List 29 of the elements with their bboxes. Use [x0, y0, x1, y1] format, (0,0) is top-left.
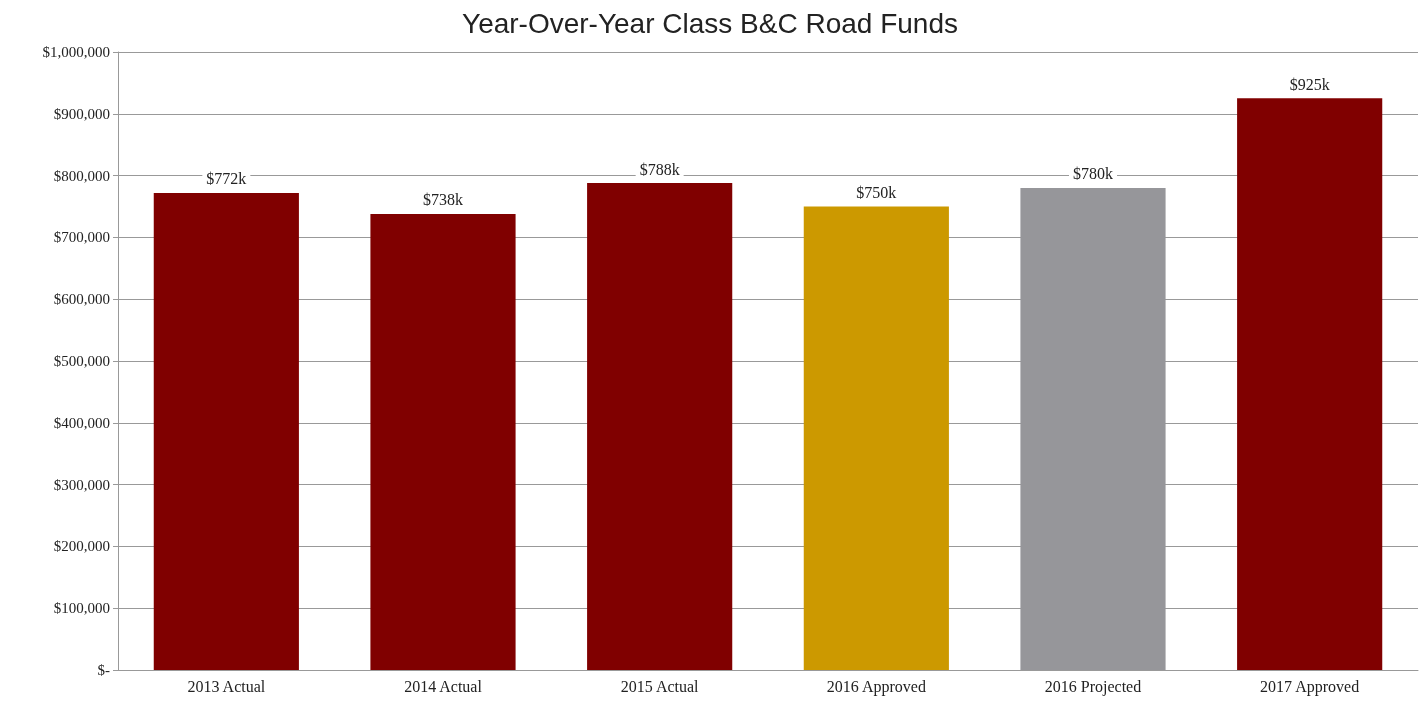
data-label: $738k [423, 191, 463, 209]
chart-title: Year-Over-Year Class B&C Road Funds [462, 7, 958, 39]
y-tick-label: $400,000 [53, 414, 110, 431]
bar [153, 192, 299, 670]
x-tick-label: 2016 Projected [1044, 677, 1142, 696]
x-tick-label: 2015 Actual [620, 677, 700, 695]
data-label: $788k [639, 160, 680, 178]
y-tick-label: $800,000 [53, 167, 110, 184]
data-label: $772k [206, 170, 247, 188]
data-label: $780k [1073, 165, 1113, 183]
bar [370, 213, 516, 670]
y-tick-label: $300,000 [53, 476, 110, 493]
y-tick-label: $500,000 [53, 353, 110, 369]
x-tick-label: 2014 Actual [404, 677, 483, 695]
data-label: $750k [856, 184, 897, 201]
y-tick-label: $- [97, 662, 110, 678]
data-label: $925k [1289, 75, 1330, 93]
y-tick-label: $200,000 [53, 538, 110, 555]
y-tick-label: $900,000 [53, 105, 110, 122]
y-tick-label: $1,000,000 [42, 44, 110, 60]
y-tick-label: $600,000 [53, 291, 110, 308]
y-tick-label: $100,000 [53, 600, 110, 617]
x-tick-label: 2016 Approved [826, 677, 926, 696]
x-tick-label: 2017 Approved [1260, 677, 1360, 696]
bar [587, 183, 733, 670]
y-tick-label: $700,000 [53, 229, 110, 246]
bar [1237, 98, 1383, 670]
x-tick-label: 2013 Actual [187, 677, 266, 695]
bar [803, 206, 949, 670]
